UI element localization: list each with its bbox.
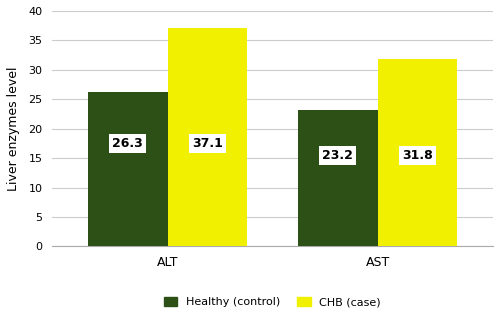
- Bar: [298, 110, 378, 246]
- Bar: [168, 28, 248, 246]
- Text: 37.1: 37.1: [192, 137, 223, 150]
- Text: 26.3: 26.3: [112, 137, 143, 150]
- Bar: [378, 59, 458, 246]
- Legend: Healthy (control), CHB (case): Healthy (control), CHB (case): [160, 292, 386, 312]
- Text: 23.2: 23.2: [322, 149, 353, 162]
- Bar: [88, 92, 168, 246]
- Y-axis label: Liver enzymes level: Liver enzymes level: [7, 66, 20, 191]
- Text: 31.8: 31.8: [402, 149, 433, 162]
